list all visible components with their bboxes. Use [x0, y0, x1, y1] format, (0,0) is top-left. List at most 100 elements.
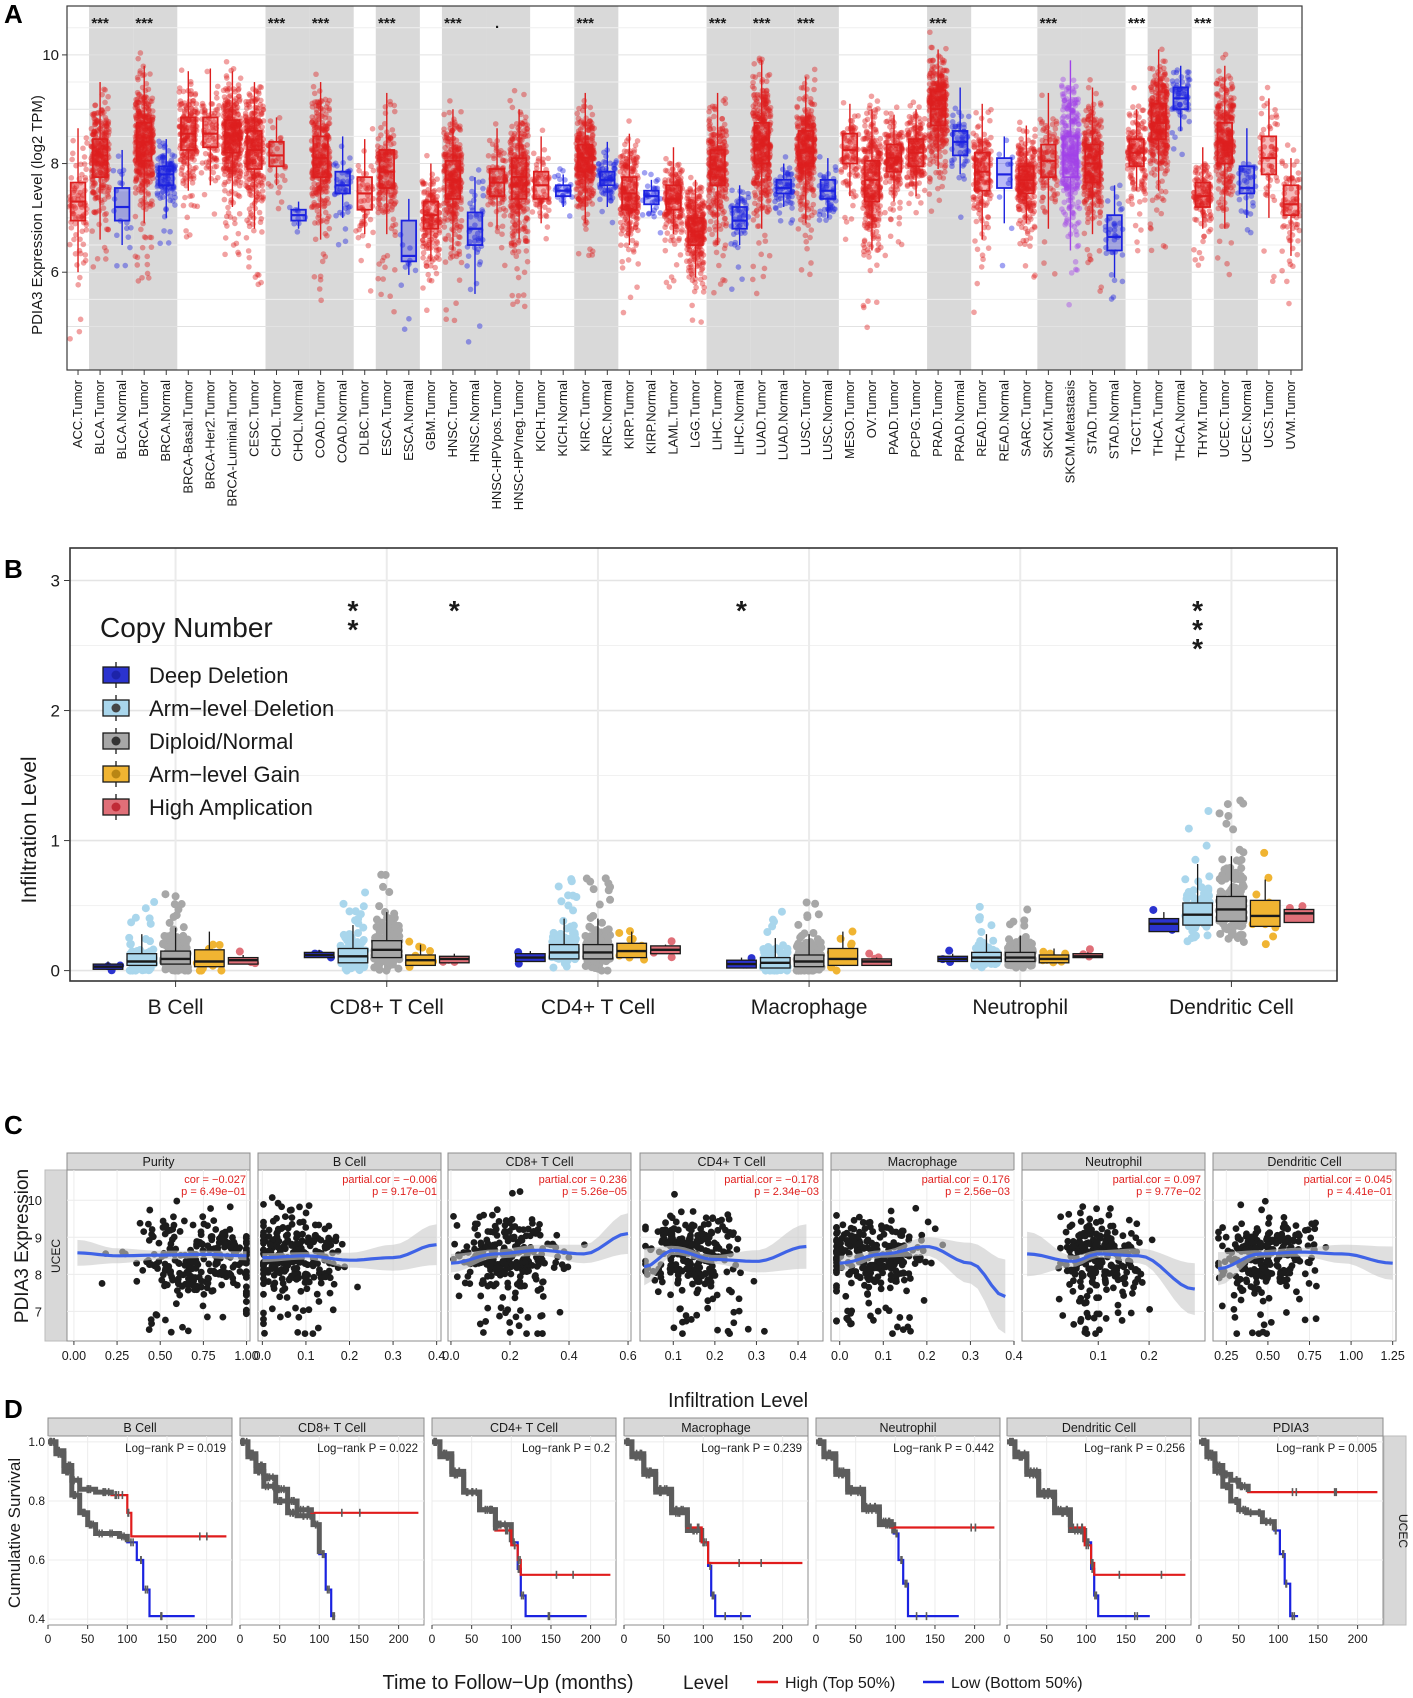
- panel-a-data-point: [134, 74, 141, 81]
- panel-a-data-point: [142, 113, 148, 119]
- panel-a-data-point: [322, 230, 329, 237]
- panel-a-data-point: [92, 102, 98, 109]
- panel-a-data-point: [90, 190, 97, 196]
- panel-a-data-point: [255, 281, 262, 288]
- panel-a-data-point: [252, 205, 259, 212]
- panel-a-data-point: [105, 93, 111, 100]
- panel-a-data-point: [697, 201, 704, 208]
- panel-a-data-point: [233, 95, 239, 102]
- panel-a-data-point: [95, 149, 102, 156]
- panel-a-data-point: [99, 140, 105, 146]
- panel-a-data-point: [380, 276, 386, 282]
- panel-a-data-point: [210, 169, 217, 176]
- panel-a-data-point: [630, 249, 637, 255]
- panel-a-data-point: [311, 126, 318, 133]
- panel-a-data-point: [148, 116, 154, 123]
- panel-a-data-point: [695, 248, 702, 254]
- panel-a-data-point: [101, 86, 107, 93]
- panel-a-data-point: [99, 130, 106, 137]
- panel-a-data-point: [211, 155, 218, 162]
- panel-a-data-point: [100, 183, 106, 189]
- panel-a-data-point: [144, 181, 151, 187]
- panel-a-data-point: [443, 307, 449, 313]
- panel-a-data-point: [485, 153, 492, 159]
- panel-a-data-point: [226, 99, 233, 106]
- panel-a-data-point: [223, 58, 230, 65]
- panel-a-data-point: [425, 190, 431, 197]
- panel-a-data-point: [376, 196, 382, 202]
- panel-a-data-point: [270, 124, 276, 131]
- panel-a-data-point: [145, 102, 152, 109]
- panel-a-data-point: [514, 298, 521, 305]
- panel-a-data-point: [143, 127, 149, 133]
- panel-a-data-point: [93, 145, 100, 152]
- panel-a-data-point: [276, 115, 283, 121]
- panel-a-data-point: [92, 157, 99, 164]
- panel-a-data-point: [700, 261, 706, 267]
- panel-a-data-point: [465, 339, 472, 345]
- panel-a-data-point: [132, 190, 139, 196]
- panel-a-data-point: [501, 212, 507, 219]
- panel-a-data-point: [577, 126, 584, 133]
- panel-a-data-point: [93, 159, 99, 166]
- panel-a-data-point: [619, 258, 626, 265]
- panel-a-data-point: [519, 120, 526, 127]
- panel-a-data-point: [100, 155, 107, 162]
- panel-a-data-point: [489, 141, 496, 148]
- panel-a-data-point: [480, 178, 486, 185]
- panel-a-data-point: [345, 204, 352, 211]
- panel-a-expression-boxplot: PDIA3 Expression Level (log2 TPM) ACC.Tu…: [29, 5, 1303, 510]
- panel-a-data-point: [122, 262, 129, 269]
- panel-a-data-point: [80, 260, 87, 266]
- panel-a-data-point: [102, 128, 108, 135]
- panel-a-data-point: [180, 202, 187, 209]
- panel-a-data-point: [103, 123, 110, 129]
- panel-a-data-point: [316, 88, 323, 94]
- panel-a-data-point: [509, 292, 516, 299]
- panel-a-data-point: [322, 253, 329, 260]
- panel-a-data-point: [105, 118, 112, 125]
- panel-a-data-point: [566, 213, 573, 219]
- panel-a-data-point: [425, 271, 432, 278]
- panel-a-data-point: [267, 118, 274, 124]
- panel-a-data-point: [127, 244, 133, 251]
- panel-a-data-point: [102, 119, 109, 125]
- panel-a-data-point: [664, 230, 671, 236]
- panel-a-data-point: [232, 170, 239, 176]
- panel-a-data-point: [578, 136, 585, 143]
- panel-a-data-point: [77, 316, 84, 323]
- panel-a-data-point: [78, 214, 85, 220]
- panel-a-data-point: [342, 226, 349, 232]
- panel-a-data-point: [387, 101, 394, 108]
- panel-a-data-point: [222, 235, 229, 241]
- panel-a-data-point: [135, 108, 142, 114]
- panel-a-data-point: [147, 234, 153, 241]
- panel-a-data-point: [575, 115, 582, 122]
- panel-a-data-point: [94, 110, 100, 117]
- panel-a-data-point: [100, 141, 107, 147]
- panel-a-data-point: [334, 163, 340, 169]
- panel-a-data-point: [89, 111, 96, 118]
- panel-a-data-point: [137, 202, 144, 208]
- panel-a-data-point: [222, 102, 228, 109]
- panel-a-data-point: [520, 225, 527, 232]
- panel-a-data-point: [147, 200, 154, 207]
- panel-a-data-point: [169, 185, 176, 192]
- panel-a-data-point: [446, 211, 452, 217]
- panel-a-data-point: [77, 201, 84, 208]
- panel-a-data-point: [142, 151, 149, 158]
- panel-a-data-point: [529, 209, 536, 215]
- panel-a-data-point: [138, 197, 144, 204]
- panel-a-data-point: [338, 143, 345, 150]
- panel-a-significance-label: ***: [135, 15, 153, 32]
- panel-a-data-point: [143, 104, 150, 111]
- panel-a-data-point: [128, 225, 134, 231]
- panel-a-data-point: [146, 112, 153, 118]
- panel-a-data-point: [91, 111, 97, 117]
- panel-a-data-point: [230, 65, 237, 72]
- panel-a-data-point: [223, 213, 230, 220]
- panel-a-data-point: [259, 229, 265, 235]
- panel-a-data-point: [707, 104, 713, 111]
- panel-a-data-point: [557, 176, 563, 183]
- panel-a-data-point: [98, 144, 104, 151]
